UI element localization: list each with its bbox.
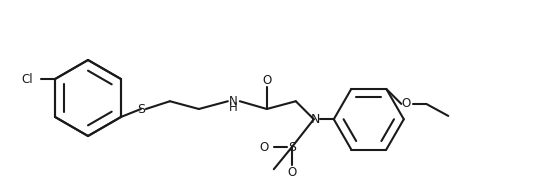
Text: H: H [228,101,237,114]
Text: S: S [288,141,296,154]
Text: Cl: Cl [21,73,33,85]
Text: S: S [137,103,145,115]
Text: O: O [287,166,296,179]
Text: N: N [311,113,321,126]
Text: N: N [228,95,237,108]
Text: O: O [262,74,271,86]
Text: O: O [259,141,269,154]
Text: O: O [401,97,411,110]
